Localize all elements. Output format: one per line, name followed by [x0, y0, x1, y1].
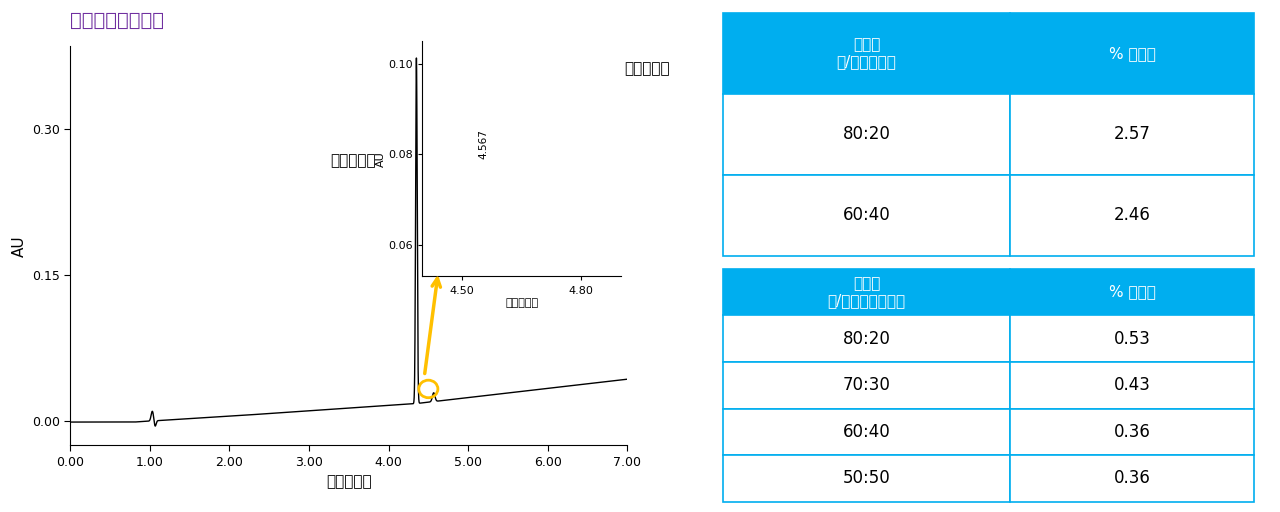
Text: 80:20: 80:20	[842, 125, 891, 143]
Text: % 分解物: % 分解物	[1108, 285, 1156, 300]
Bar	[723, 94, 1010, 175]
Bar	[1010, 269, 1254, 315]
Text: 4.567: 4.567	[479, 129, 489, 159]
Text: % 分解物: % 分解物	[1108, 46, 1156, 61]
Text: 希釈剤
水/メタノール: 希釈剤 水/メタノール	[837, 37, 896, 70]
Y-axis label: AU: AU	[376, 151, 385, 166]
Text: 70:30: 70:30	[842, 376, 891, 394]
Text: 希釈剤
水/アセトニトリル: 希釈剤 水/アセトニトリル	[828, 276, 906, 308]
Bar	[723, 175, 1010, 256]
X-axis label: 時間（分）: 時間（分）	[326, 475, 371, 489]
Text: 0.53: 0.53	[1114, 330, 1151, 348]
Text: アスピリン: アスピリン	[330, 153, 375, 168]
Bar	[1010, 175, 1254, 256]
Text: 50:50: 50:50	[842, 470, 891, 487]
Bar	[723, 269, 1010, 315]
X-axis label: 時間（分）: 時間（分）	[506, 298, 538, 308]
Y-axis label: AU: AU	[12, 235, 27, 257]
Text: 80:20: 80:20	[842, 330, 891, 348]
Text: 60:40: 60:40	[842, 423, 891, 441]
Text: 0.36: 0.36	[1114, 470, 1151, 487]
Text: 分解生成物: 分解生成物	[625, 61, 671, 76]
Bar	[1010, 362, 1254, 409]
Text: 0.36: 0.36	[1114, 423, 1151, 441]
Text: 錠剤サンプル溶液: 錠剤サンプル溶液	[70, 11, 164, 30]
Bar	[723, 315, 1010, 362]
Bar	[723, 362, 1010, 409]
Bar	[1010, 94, 1254, 175]
Text: 2.46: 2.46	[1114, 206, 1151, 224]
Text: 2.57: 2.57	[1114, 125, 1151, 143]
Bar	[1010, 409, 1254, 455]
Bar	[723, 409, 1010, 455]
Text: 0.43: 0.43	[1114, 376, 1151, 394]
Bar	[1010, 315, 1254, 362]
Bar	[723, 13, 1010, 94]
Bar	[723, 455, 1010, 502]
Text: 60:40: 60:40	[842, 206, 891, 224]
Bar	[1010, 455, 1254, 502]
Bar	[1010, 13, 1254, 94]
